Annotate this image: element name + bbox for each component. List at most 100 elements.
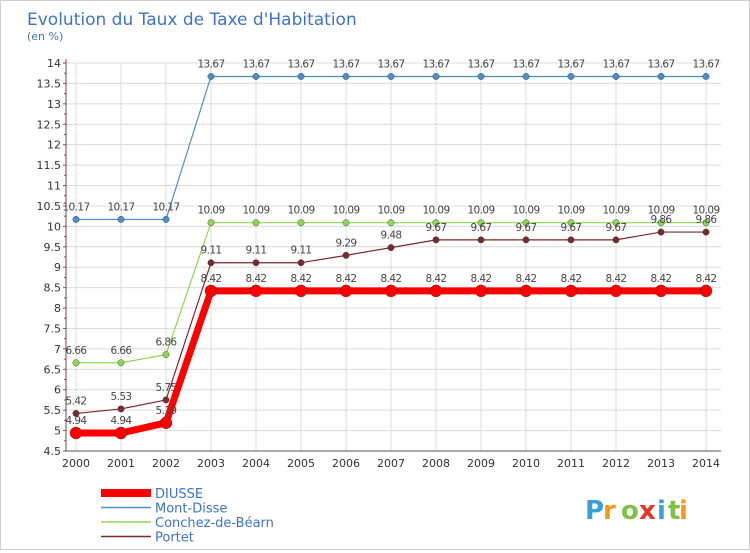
- data-label: 8.42: [426, 273, 447, 285]
- data-label: 13.67: [692, 58, 719, 70]
- legend-label: DIUSSE: [155, 487, 203, 502]
- x-tick-label: 2004: [242, 457, 270, 470]
- data-point: [702, 73, 710, 80]
- x-tick-label: 2007: [377, 457, 405, 470]
- data-label: 8.42: [696, 273, 717, 285]
- x-tick-label: 2012: [602, 457, 630, 470]
- data-point: [432, 219, 440, 227]
- data-label: 10.17: [62, 201, 89, 213]
- data-point: [477, 219, 485, 227]
- data-point: [114, 426, 128, 440]
- series-conchez-de-b-arn: 6.66 6.66 6.86 10.09 10.09 10.09 10.09 10.09 10.…: [66, 205, 720, 367]
- data-point: [294, 284, 308, 298]
- data-label: 10.09: [557, 205, 584, 217]
- data-point: [657, 73, 665, 80]
- x-tick-label: 2014: [692, 457, 720, 470]
- y-tick-label: 7: [54, 343, 61, 356]
- data-label: 8.42: [291, 273, 312, 285]
- data-label: 9.29: [336, 237, 357, 249]
- data-point: [342, 219, 350, 227]
- data-label: 8.42: [471, 273, 492, 285]
- data-label: 9.67: [516, 222, 537, 234]
- y-tick-label: 11: [47, 180, 61, 193]
- data-label: 10.09: [647, 205, 674, 217]
- data-label: 10.09: [467, 205, 494, 217]
- data-point: [204, 284, 218, 298]
- y-tick-label: 12.5: [37, 118, 62, 131]
- data-label: 13.67: [422, 58, 449, 70]
- data-point: [72, 216, 80, 223]
- chart-subtitle: (en %): [27, 30, 63, 43]
- x-tick-label: 2005: [287, 457, 315, 470]
- data-label: 10.17: [107, 201, 134, 213]
- data-point: [522, 73, 530, 80]
- data-point: [657, 219, 665, 227]
- data-point: [522, 236, 530, 244]
- data-point: [567, 219, 575, 227]
- data-label: 13.67: [467, 58, 494, 70]
- legend-label: Mont-Disse: [155, 502, 227, 517]
- x-tick-label: 2010: [512, 457, 540, 470]
- data-label: 9.11: [246, 245, 267, 257]
- logo-letter: t: [668, 496, 680, 526]
- data-point: [117, 359, 125, 367]
- data-label: 10.09: [512, 205, 539, 217]
- logo-letter: r: [603, 496, 616, 526]
- data-label: 8.42: [381, 273, 402, 285]
- data-point: [69, 426, 83, 440]
- data-point: [252, 259, 260, 267]
- data-point: [474, 284, 488, 298]
- data-label: 13.67: [377, 58, 404, 70]
- data-point: [384, 284, 398, 298]
- data-point: [609, 284, 623, 298]
- data-label: 8.42: [561, 273, 582, 285]
- data-label: 10.09: [287, 205, 314, 217]
- data-label: 6.66: [66, 345, 88, 357]
- data-point: [654, 284, 668, 298]
- data-label: 10.09: [422, 205, 449, 217]
- data-point: [387, 219, 395, 227]
- data-point: [387, 73, 395, 80]
- legend-label: Conchez-de-Béarn: [155, 516, 274, 531]
- data-point: [429, 284, 443, 298]
- y-tick-label: 6.5: [44, 363, 62, 376]
- data-label: 9.67: [606, 222, 627, 234]
- data-point: [342, 73, 350, 80]
- data-point: [699, 284, 713, 298]
- data-point: [612, 236, 620, 244]
- logo-letter: o: [621, 496, 639, 526]
- data-point: [159, 416, 173, 430]
- logo-letter: i: [657, 496, 666, 526]
- data-point: [612, 73, 620, 80]
- chart-title: Evolution du Taux de Taxe d'Habitation: [27, 10, 357, 30]
- legend-label: Portet: [155, 531, 194, 546]
- y-tick-label: 12: [47, 139, 61, 152]
- data-label: 8.42: [246, 273, 267, 285]
- data-label: 10.09: [197, 205, 224, 217]
- y-tick-label: 10.5: [37, 200, 62, 213]
- data-point: [567, 73, 575, 80]
- x-tick-label: 2009: [467, 457, 495, 470]
- y-tick-label: 14: [47, 57, 61, 70]
- series-portet: 5.42 5.53 5.75 9.11 9.11 9.11 9.29 9.48 9.67 9.67…: [66, 214, 718, 417]
- data-label: 13.67: [242, 58, 269, 70]
- data-label: 5.53: [111, 391, 132, 403]
- x-tick-label: 2002: [152, 457, 180, 470]
- data-point: [522, 219, 530, 227]
- data-point: [387, 244, 395, 252]
- data-point: [162, 396, 170, 404]
- data-point: [564, 284, 578, 298]
- series-diusse: 4.94 4.94 5.19 8.42 8.42 8.42 8.42 8.42 8.42 8.42…: [66, 273, 717, 440]
- data-point: [207, 259, 215, 267]
- data-label: 10.09: [377, 205, 404, 217]
- data-point: [432, 73, 440, 80]
- data-point: [339, 284, 353, 298]
- y-tick-label: 8: [54, 302, 61, 315]
- data-point: [477, 73, 485, 80]
- data-label: 8.42: [516, 273, 537, 285]
- series-mont-disse: 10.17 10.17 10.17 13.67 13.67 13.67 13.67 13.67…: [62, 58, 720, 223]
- data-point: [207, 73, 215, 80]
- data-label: 13.67: [602, 58, 629, 70]
- data-label: 8.42: [651, 273, 672, 285]
